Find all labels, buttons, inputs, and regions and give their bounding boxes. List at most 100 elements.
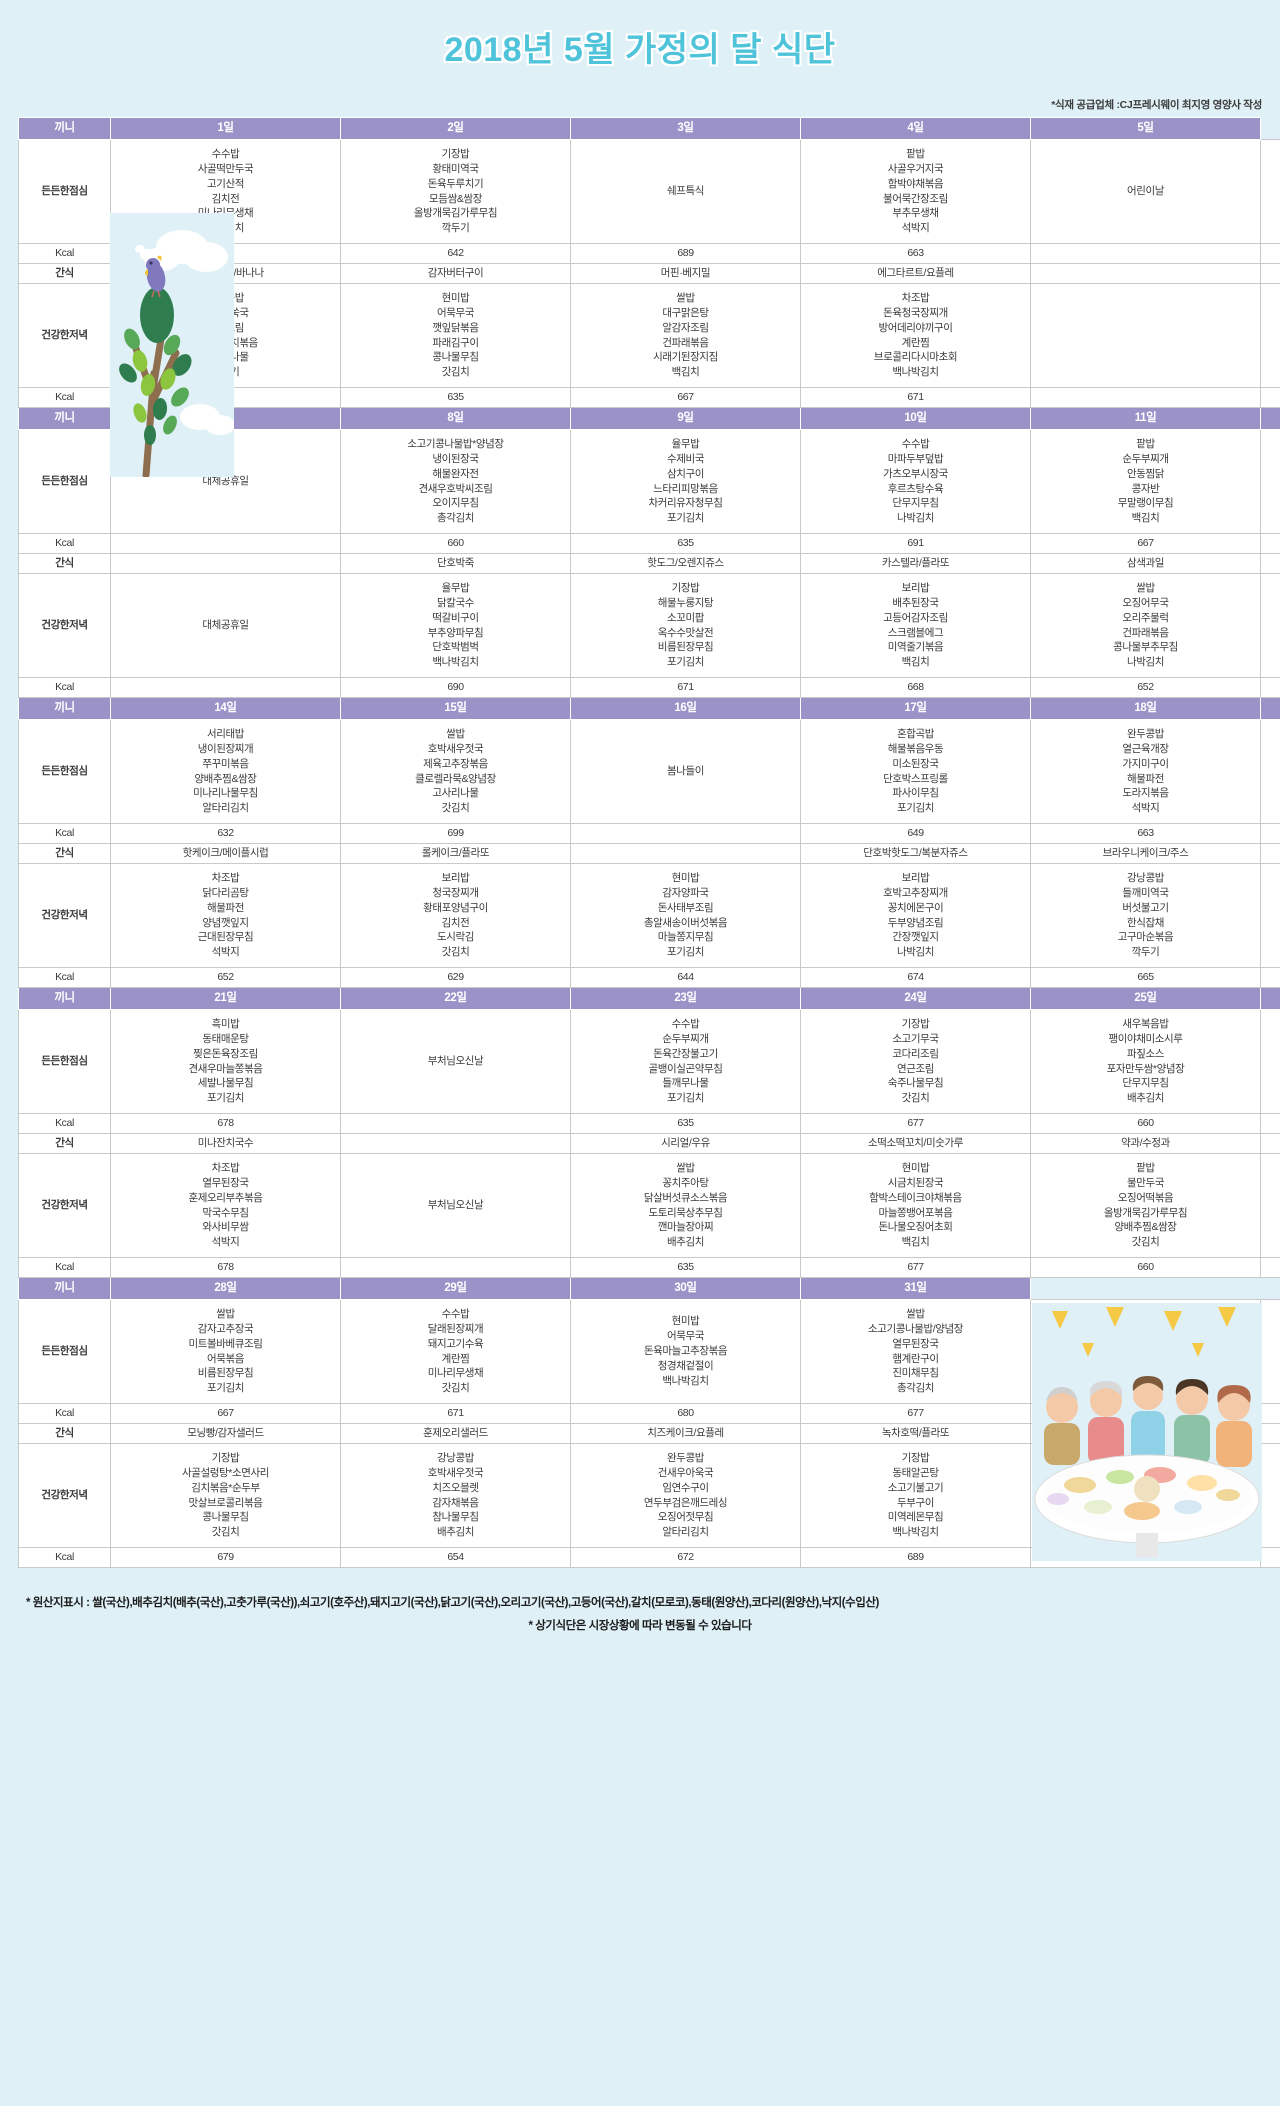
row-label-kcal: Kcal (18, 1547, 111, 1568)
dish-item: 기장밥 (441, 147, 470, 160)
day-header[interactable]: 25일 (1030, 987, 1261, 1010)
day-header[interactable]: 31일 (800, 1277, 1031, 1300)
bird-icon (145, 255, 166, 298)
dish-item: 배추김치 (1263, 801, 1280, 816)
dish-item: 한식잡채 (1126, 916, 1165, 929)
dish-item: 쌀밥 (676, 1161, 695, 1174)
kcal-value: 629 (340, 967, 571, 988)
kcal-value: 677 (800, 1257, 1031, 1278)
lunch-cell: 흑미밥 동태매운탕 찢은돈육장조림 견새우마늘쫑볶음 세발나물무침 포기김치 (110, 1009, 341, 1114)
dish-item: 불어묵간장조림 (883, 192, 948, 205)
kcal-value: 677 (800, 1403, 1031, 1424)
dish-item: 배추김치 (436, 1526, 475, 1539)
kcal-value: 671 (340, 1403, 571, 1424)
dish-list: 혼합곡밥 해물볶음우동 미소된장국 단호박스프링롤 파사이무침 포기김치 (803, 727, 1028, 816)
row-label-dinner: 건강한저녁 (18, 1153, 111, 1258)
dish-item: 총각김치 (896, 1382, 935, 1395)
snack-value: 감자버터구이 (340, 263, 571, 284)
lunch-cell: 율무밥 수제비국 삼치구이 느타리피망볶음 차커리유자청무침 포기김치 (570, 429, 801, 534)
dish-item: 돈육간장불고기 (653, 1047, 718, 1060)
day-header[interactable]: 14일 (110, 697, 341, 720)
dish-item: 율무밥 (441, 581, 470, 594)
day-header[interactable]: 16일 (570, 697, 801, 720)
dish-item: 오징어떡볶음 (1117, 1191, 1174, 1204)
kcal-value: 667 (570, 387, 801, 408)
dish-item: 건새우아욱국 (657, 1466, 714, 1479)
dish-item: 닭살버섯큐소스볶음 (643, 1191, 728, 1204)
dish-item: 연근조림 (896, 1062, 935, 1075)
snack-value: 카스텔라/플라또 (800, 553, 1031, 574)
dish-item: 마파두부덮밥 (887, 452, 944, 465)
day-header[interactable]: 8일 (340, 407, 571, 430)
day-header[interactable]: 19일 (1260, 697, 1280, 720)
dish-item: 어묵볶음 (206, 1352, 245, 1365)
dish-item: 숙주나물무침 (887, 1077, 944, 1090)
day-header[interactable]: 9일 (570, 407, 801, 430)
dish-item: 쭈꾸미볶음 (202, 757, 249, 770)
dish-item: 떡갈비구이 (432, 611, 479, 624)
dish-list: 쌀밥 꽁치주아탕 닭살버섯큐소스볶음 도토리묵상추무침 깬마늘장아찌 배추김치 (573, 1161, 798, 1250)
kcal-value (1260, 677, 1280, 698)
dish-item: 근대된장무침 (197, 931, 254, 944)
dish-item: 나박김치 (896, 512, 935, 525)
dish-item: 치즈오믈렛 (432, 1481, 479, 1494)
row-label-kcal: Kcal (18, 677, 111, 698)
day-header[interactable]: 15일 (340, 697, 571, 720)
dish-item: 기장밥 (671, 581, 700, 594)
dish-item: 쌀밥 (906, 1307, 925, 1320)
lunch-cell: 어린이날 (1030, 139, 1261, 244)
day-header[interactable]: 11일 (1030, 407, 1261, 430)
dish-item: 현미밥 (441, 291, 470, 304)
dish-list: 수수밥 마파두부덮밥 가츠오부시장국 후르츠탕수육 단무지무침 나박김치 (803, 437, 1028, 526)
dish-item: 견새우호박씨조림 (418, 482, 493, 495)
day-header[interactable]: 29일 (340, 1277, 571, 1300)
row-label-meal: 끼니 (18, 697, 111, 720)
day-header[interactable]: 21일 (110, 987, 341, 1010)
dish-list: 쌀밥 소고기콩나물밥/양념장 열무된장국 햄계란구이 진미채무침 총각김치 (803, 1307, 1028, 1396)
dish-item: 부추무생채 (892, 207, 939, 220)
snack-value: 핫케이크/메이플시럽 (110, 843, 341, 864)
day-header[interactable]: 2일 (340, 117, 571, 140)
row-label-meal: 끼니 (18, 1277, 111, 1300)
dish-item: 닭다리곰탕 (202, 886, 249, 899)
dish-item: 갓김치 (441, 1382, 470, 1395)
day-header[interactable]: 22일 (340, 987, 571, 1010)
row-label-kcal: Kcal (18, 823, 111, 844)
dish-item: 호박고추장찌개 (883, 886, 948, 899)
day-header[interactable]: 28일 (110, 1277, 341, 1300)
day-header[interactable]: 23일 (570, 987, 801, 1010)
kcal-empty (1260, 243, 1280, 264)
snack-value: 단팥빵/우유 (1260, 553, 1280, 574)
dish-item: 양배추찜&쌈장 (1114, 1221, 1177, 1234)
day-header[interactable]: 4일 (800, 117, 1031, 140)
row-label-kcal: Kcal (18, 967, 111, 988)
day-header[interactable]: 17일 (800, 697, 1031, 720)
dish-item: 견새우마늘쫑볶음 (188, 1062, 263, 1075)
dish-item: 총각김치 (436, 512, 475, 525)
day-header[interactable]: 1일 (110, 117, 341, 140)
kcal-value: 699 (340, 823, 571, 844)
decorative-cell (1260, 1547, 1280, 1568)
dish-item: 마늘쫑지무침 (657, 931, 714, 944)
dish-item: 깍두기 (441, 222, 470, 235)
dish-item: 도라지오이생채 (1263, 496, 1280, 511)
dish-list: 쌀밥 호박새우젓국 제육고추장볶음 클로렐라묵&양념장 고사리나물 갓김치 (343, 727, 568, 816)
dish-item: 포기김치 (896, 802, 935, 815)
day-header[interactable]: 5일 (1030, 117, 1261, 140)
row-label-snack: 간식 (18, 843, 111, 864)
day-header[interactable]: 24일 (800, 987, 1031, 1010)
dish-item: 두부구이 (896, 1496, 935, 1509)
dish-item: 백김치 (1131, 512, 1160, 525)
day-header[interactable]: 26일 (1260, 987, 1280, 1010)
dinner-cell: 차조밥 돈육청국장찌개 방어데리야끼구이 계란찜 브로콜리다시마초회 백나박김치 (800, 283, 1031, 388)
day-header[interactable]: 30일 (570, 1277, 801, 1300)
day-header[interactable]: 18일 (1030, 697, 1261, 720)
day-header[interactable]: 3일 (570, 117, 801, 140)
day-header[interactable]: 12일 (1260, 407, 1280, 430)
dish-item: 기장밥 (901, 1017, 930, 1030)
day-header[interactable]: 10일 (800, 407, 1031, 430)
dish-list: 부처님오신날 (343, 1054, 568, 1069)
dish-list: 완두콩밥 건새우아욱국 임연수구이 연두부검은깨드레싱 오징어젓무침 알타리김치 (573, 1451, 798, 1540)
